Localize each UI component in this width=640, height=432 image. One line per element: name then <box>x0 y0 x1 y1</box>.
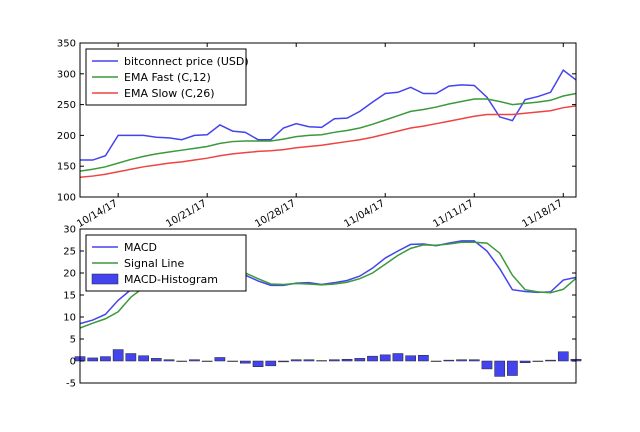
histogram-bar <box>112 349 124 362</box>
subplot-1: 100 150 200 250 300 350 10/14/17 10/21/17 10/28/… <box>57 39 577 230</box>
subplot-2: -5 0 5 10 15 20 25 30 MACD Signal Line MACD-Histog… <box>63 225 582 390</box>
histogram-bar <box>545 359 556 362</box>
histogram-bar <box>443 359 455 362</box>
histogram-bar <box>494 360 506 377</box>
histogram-bar <box>227 360 238 362</box>
histogram-bar <box>252 360 264 367</box>
histogram-bar <box>303 359 315 362</box>
histogram-bar <box>189 359 200 362</box>
y-tick-label: 350 <box>57 39 76 50</box>
legend-entry-label: Signal Line <box>124 257 184 270</box>
histogram-bar <box>265 360 277 367</box>
histogram-bar <box>456 359 467 362</box>
axes-frame <box>79 228 577 384</box>
y-tick-label: 5 <box>70 335 76 346</box>
x-tick-label: 10/21/17 <box>164 198 208 230</box>
y-tick-label: 10 <box>63 313 76 324</box>
histogram-bar <box>87 357 99 362</box>
y-tick-label: 100 <box>57 193 76 204</box>
series-line-2 <box>79 92 577 172</box>
legend-box <box>85 48 247 106</box>
histogram-bar <box>354 358 366 362</box>
histogram-bar <box>240 360 251 364</box>
x-tick-label: 10/14/17 <box>75 198 119 230</box>
y-tick-label: 20 <box>63 269 76 280</box>
y-tick-label: 30 <box>63 225 76 236</box>
histogram-bar <box>214 357 226 362</box>
x-tick-label: 11/18/17 <box>520 198 564 230</box>
histogram-bar <box>430 360 442 362</box>
series-line-1 <box>80 68 577 161</box>
y-tick-label: 15 <box>63 291 76 302</box>
y-tick-label: 250 <box>57 100 76 111</box>
axes-frame <box>79 42 577 198</box>
legend-entry-label: MACD <box>124 241 157 254</box>
histogram-bar <box>367 355 378 362</box>
x-tick-label: 10/28/17 <box>253 198 297 230</box>
histogram-bar <box>163 359 175 362</box>
histogram-bar <box>201 360 213 362</box>
y-tick-label: 25 <box>63 247 76 258</box>
histogram-bar <box>125 353 137 362</box>
histogram-bar <box>379 354 391 362</box>
histogram-bar <box>138 355 149 362</box>
histogram-bar <box>519 360 531 364</box>
x-tick-label: 11/04/17 <box>342 198 386 230</box>
legend: bitconnect price (USD) EMA Fast (C,12) EMA… <box>85 48 249 106</box>
histogram-bar <box>468 359 480 362</box>
histogram-bar <box>341 358 353 362</box>
legend-swatch <box>91 273 119 285</box>
y-tick-label: -5 <box>66 379 76 390</box>
y-tick-label: 300 <box>57 69 76 80</box>
histogram-bar <box>557 351 569 362</box>
histogram-bar <box>507 360 518 376</box>
x-tick-label: 11/11/17 <box>431 198 475 230</box>
y-tick-label: 0 <box>70 357 76 368</box>
legend-entry-label: bitconnect price (USD) <box>124 55 249 68</box>
y-tick-label: 150 <box>57 162 76 173</box>
histogram-bar <box>100 356 111 362</box>
histogram-bar <box>392 353 404 362</box>
histogram-bar <box>481 360 493 370</box>
histogram-bar <box>176 360 188 362</box>
histogram-bar <box>418 355 429 362</box>
histogram-bar <box>316 360 327 362</box>
series-line-3 <box>79 105 577 179</box>
histogram-bar <box>150 358 162 362</box>
legend: MACD Signal Line MACD-Histogram <box>85 234 247 292</box>
legend-entry-label: MACD-Histogram <box>124 273 218 286</box>
histogram-bar <box>278 360 289 363</box>
y-tick-label: 200 <box>57 131 76 142</box>
histogram-bar <box>405 355 416 362</box>
legend-entry-label: EMA Fast (C,12) <box>124 71 211 84</box>
histogram-bar <box>329 359 340 362</box>
legend-entry-label: EMA Slow (C,26) <box>124 87 214 100</box>
histogram-bar <box>532 360 544 362</box>
histogram-bar <box>290 359 302 362</box>
